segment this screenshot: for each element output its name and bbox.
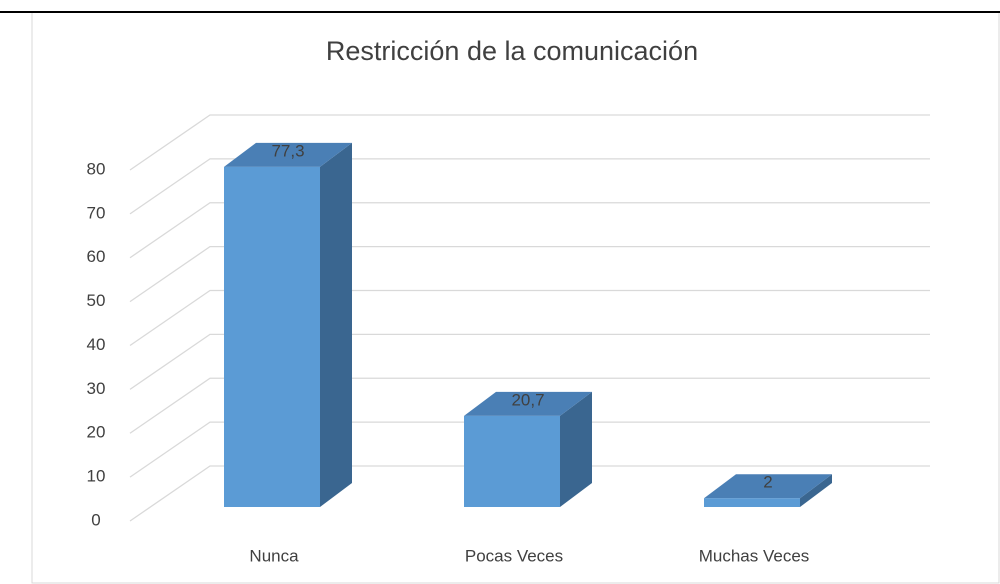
y-tick-label: 10: [87, 467, 106, 486]
bar-top: [704, 474, 832, 499]
y-tick-label: 70: [87, 203, 106, 222]
grid-line: [129, 421, 930, 478]
data-label: 77,3: [271, 141, 304, 160]
data-label: 2: [763, 473, 772, 492]
grid-line: [129, 465, 930, 522]
y-tick-label: 40: [87, 335, 106, 354]
grid-line: [129, 333, 930, 390]
bar-side: [560, 391, 592, 507]
bar-top: [464, 391, 592, 416]
grid-line: [129, 202, 930, 259]
y-tick-label: 0: [91, 510, 100, 529]
y-tick-label: 20: [87, 423, 106, 442]
y-tick-label: 60: [87, 247, 106, 266]
bar-side: [320, 142, 352, 507]
chart-title: Restricción de la comunicación: [326, 36, 698, 66]
y-tick-label: 50: [87, 291, 106, 310]
x-tick-label: Muchas Veces: [699, 546, 810, 565]
y-tick-label: 30: [87, 379, 106, 398]
bar: [464, 415, 560, 507]
y-tick-label: 80: [87, 159, 106, 178]
bar: [224, 166, 320, 507]
data-label: 20,7: [511, 390, 544, 409]
grid-line: [129, 245, 930, 303]
bar-top: [224, 142, 352, 167]
grid-line: [129, 158, 930, 215]
grid-line: [129, 114, 930, 171]
bar: [704, 498, 800, 507]
x-tick-label: Nunca: [249, 546, 299, 565]
grid-line: [129, 289, 930, 347]
x-tick-label: Pocas Veces: [465, 546, 563, 565]
grid-line: [129, 377, 930, 434]
bar-side: [800, 474, 832, 507]
